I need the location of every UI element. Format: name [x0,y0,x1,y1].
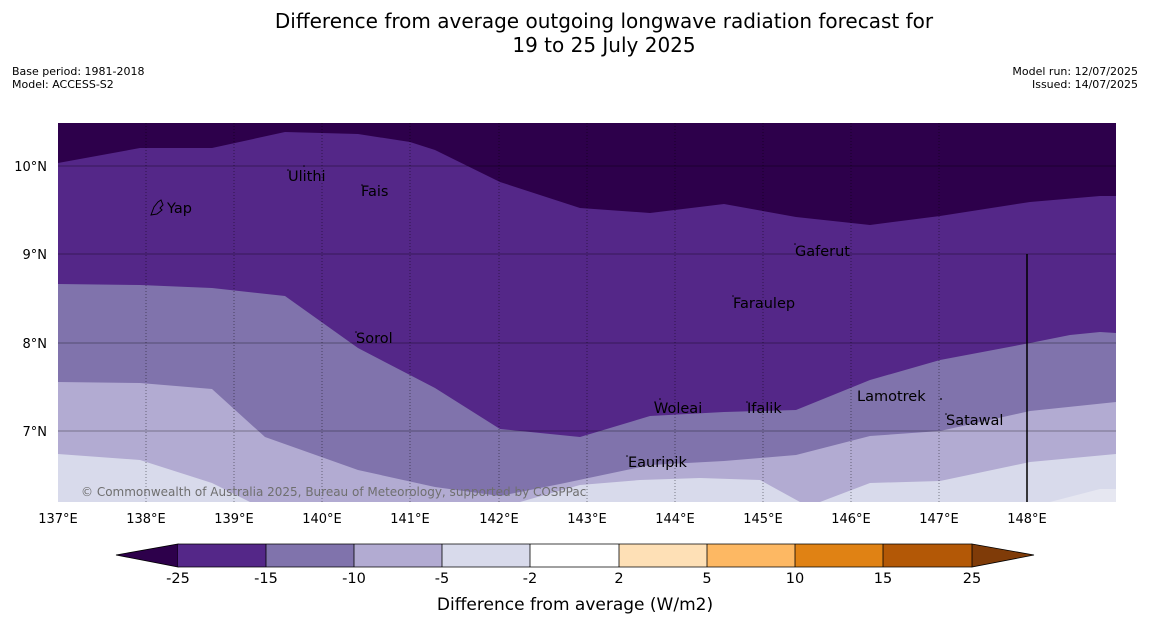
colorbar-bin-6 [619,544,707,567]
lon-tick-138e: 138°E [126,512,166,527]
colorbar-tick-minus-15: -15 [254,571,278,587]
anomaly-contours: Yap Ulithi Fais Gaferut Faraulep Sorol L… [58,123,1116,502]
lat-tick-9n: 9°N [23,248,48,263]
colorbar-above-extension [971,543,1035,568]
issued-text: Issued: 14/07/2025 [1031,78,1138,91]
colorbar-label: Difference from average (W/m2) [437,595,713,615]
map-title: Difference from average outgoing longwav… [0,9,1150,57]
colorbar-tick-minus-5: -5 [435,571,449,587]
title-line-2: 19 to 25 July 2025 [512,33,696,57]
colorbar-tick-minus-10: -10 [342,571,366,587]
colorbar-bin-4 [442,544,530,567]
colorbar-tick-labels: -25 -15 -10 -5 -2 2 5 10 15 25 [166,571,981,587]
colorbar: -25 -15 -10 -5 -2 2 5 10 15 25 Differenc… [115,543,1035,615]
lon-tick-139e: 139°E [214,512,254,527]
base-period-text: Base period: 1981-2018 [12,65,145,78]
place-label-satawal: Satawal [946,413,1003,429]
place-label-yap: Yap [166,201,192,217]
meta-left: Base period: 1981-2018 Model: ACCESS-S2 [12,65,144,91]
lat-tick-8n: 8°N [23,337,48,352]
lon-tick-141e: 141°E [390,512,430,527]
place-label-woleai: Woleai [654,401,702,417]
lon-tick-145e: 145°E [743,512,783,527]
colorbar-bin-5 [530,544,619,567]
lon-tick-148e: 148°E [1007,512,1047,527]
colorbar-tick-minus-25: -25 [166,571,190,587]
band-minus-5-to-minus-2-east [1050,489,1116,502]
meta-right: Model run: 12/07/2025 Issued: 14/07/2025 [1012,65,1138,91]
place-label-eauripik: Eauripik [628,455,687,471]
colorbar-tick-10: 10 [786,571,804,587]
colorbar-tick-2: 2 [614,571,623,587]
place-label-lamotrek: Lamotrek [857,389,926,405]
colorbar-tick-25: 25 [963,571,981,587]
place-label-ifalik: Ifalik [747,401,782,417]
lon-tick-142e: 142°E [479,512,519,527]
band-minus-10-to-minus-5 [58,382,1116,502]
place-label-sorol: Sorol [356,331,393,347]
lon-tick-140e: 140°E [302,512,342,527]
lon-tick-137e: 137°E [38,512,78,527]
colorbar-bin-1 [178,544,266,567]
colorbar-bin-2 [266,544,354,567]
colorbar-tick-15: 15 [874,571,892,587]
place-labels: Yap Ulithi Fais Gaferut Faraulep Sorol L… [166,169,1003,471]
colorbar-tick-minus-2: -2 [523,571,537,587]
lon-tick-147e: 147°E [919,512,959,527]
island-dots [287,165,947,457]
place-label-gaferut: Gaferut [795,244,850,260]
colorbar-bin-7 [707,544,795,567]
colorbar-bin-3 [354,544,442,567]
lat-tick-7n: 7°N [23,425,48,440]
lon-tick-143e: 143°E [567,512,607,527]
lon-tick-146e: 146°E [831,512,871,527]
copyright-text: © Commonwealth of Australia 2025, Bureau… [81,485,586,499]
model-text: Model: ACCESS-S2 [12,78,114,91]
lat-tick-10n: 10°N [14,160,47,175]
place-label-fais: Fais [361,184,388,200]
colorbar-bin-8 [795,544,883,567]
yap-island-outline [150,199,164,216]
longitude-tick-labels: 137°E 138°E 139°E 140°E 141°E 142°E 143°… [38,512,1047,527]
model-run-text: Model run: 12/07/2025 [1012,65,1138,78]
latitude-tick-labels: 10°N 9°N 8°N 7°N [14,160,47,440]
colorbar-tick-5: 5 [702,571,711,587]
place-label-faraulep: Faraulep [733,296,795,312]
place-label-ulithi: Ulithi [288,169,326,185]
title-line-1: Difference from average outgoing longwav… [274,9,934,33]
meridians [145,123,940,502]
colorbar-below-extension [115,543,179,568]
colorbar-bin-9 [883,544,972,567]
lon-tick-144e: 144°E [655,512,695,527]
